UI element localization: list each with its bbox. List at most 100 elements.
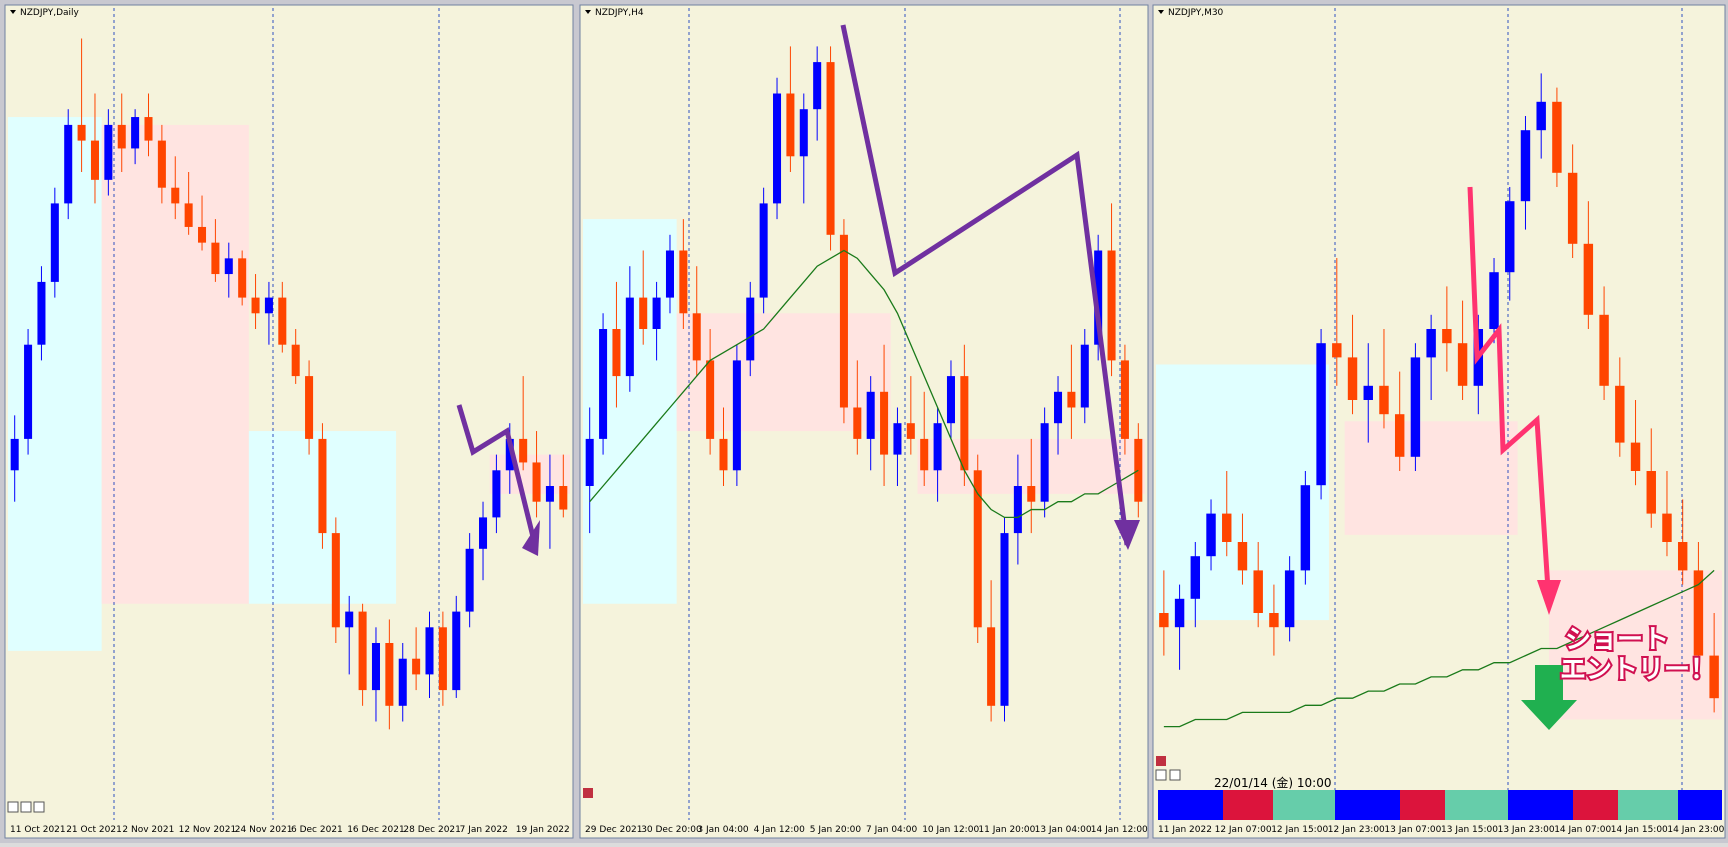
candle-body: [1284, 570, 1295, 628]
candle-body: [77, 124, 86, 141]
x-tick-label: 10 Jan 12:00: [922, 825, 979, 835]
candle-body: [1426, 329, 1436, 358]
title-marker: [1158, 10, 1164, 14]
bar-seg: [1573, 790, 1618, 820]
candle-body: [612, 329, 621, 377]
candle-body: [331, 533, 340, 628]
candle-body: [198, 226, 207, 243]
candle-body: [64, 124, 73, 204]
bar-seg: [1158, 790, 1223, 820]
candle-body: [1489, 272, 1499, 329]
candle-body: [1457, 343, 1468, 386]
title-marker: [10, 10, 16, 14]
icon[interactable]: [1155, 769, 1167, 781]
icon[interactable]: [1156, 756, 1166, 766]
candle-body: [1300, 485, 1311, 571]
candle-body: [131, 117, 140, 149]
x-tick-label: 14 Jan 15:00: [1611, 825, 1668, 835]
candle-body: [24, 344, 33, 439]
candle-body: [144, 117, 153, 141]
candle-body: [532, 462, 541, 502]
candle-body: [479, 517, 488, 549]
candle-body: [679, 250, 688, 314]
x-tick-label: 24 Nov 2021: [235, 825, 293, 835]
x-tick-label: 16 Dec 2021: [347, 825, 405, 835]
candle-body: [960, 376, 969, 471]
candle-body: [1269, 613, 1279, 628]
x-tick-label: 13 Jan 07:00: [1384, 825, 1441, 835]
candle-body: [224, 258, 233, 275]
candle-body: [1174, 598, 1185, 628]
candle-body: [1567, 172, 1578, 244]
icon[interactable]: [583, 788, 593, 798]
candle-body: [786, 93, 795, 157]
x-tick-label: 3 Jan 04:00: [697, 825, 749, 835]
candle-body: [719, 438, 728, 471]
color-bar: [1158, 790, 1722, 820]
x-tick-label: 12 Jan 15:00: [1271, 825, 1328, 835]
x-tick-label: 2 Nov 2021: [122, 825, 174, 835]
candle-body: [1080, 344, 1089, 408]
panels: [4, 4, 1726, 839]
candle-body: [305, 376, 314, 439]
candle-body: [1347, 357, 1358, 400]
arrowhead: [1114, 520, 1140, 550]
candle-body: [839, 234, 848, 408]
candle-body: [665, 250, 674, 298]
arrowhead: [1537, 580, 1561, 615]
x-tick-label: 11 Jan 20:00: [978, 825, 1035, 835]
trend-arrow: [456, 404, 538, 546]
candle-body: [639, 297, 648, 329]
chart-title: NZDJPY,H4: [595, 8, 644, 18]
candle-body: [385, 643, 394, 706]
x-tick-label: 6 Dec 2021: [291, 825, 343, 835]
candle-body: [1583, 243, 1594, 315]
icon[interactable]: [33, 801, 45, 813]
x-tick-label: 11 Jan 2022: [1158, 825, 1212, 835]
candle-body: [211, 242, 220, 275]
candle-body: [813, 62, 822, 110]
candle-body: [1067, 391, 1076, 408]
bar-seg: [1335, 790, 1400, 820]
candle-body: [545, 486, 554, 502]
bar-seg: [1618, 790, 1678, 820]
candle-body: [1253, 570, 1263, 613]
icon[interactable]: [1169, 769, 1181, 781]
zone: [1549, 570, 1722, 720]
toolbar-icons: [7, 756, 1181, 813]
candle-body: [425, 627, 434, 675]
candle-body: [920, 438, 929, 471]
moving-average: [589, 249, 1139, 519]
candle-body: [519, 438, 528, 463]
down-arrow: [1521, 665, 1577, 730]
candle-body: [345, 611, 354, 628]
bar-seg: [1445, 790, 1508, 820]
candle-body: [706, 360, 715, 439]
x-tick-label: 12 Jan 23:00: [1328, 825, 1385, 835]
bar-seg: [1508, 790, 1573, 820]
candle-body: [412, 658, 421, 675]
x-tick-label: 7 Jan 2022: [460, 825, 508, 835]
annotation-text: ショート: [1565, 625, 1669, 655]
candle-body: [599, 329, 608, 439]
candle-body: [278, 297, 287, 345]
x-tick-label: 13 Jan 04:00: [1035, 825, 1092, 835]
bar-seg: [1273, 790, 1335, 820]
icon[interactable]: [7, 801, 19, 813]
candle-body: [732, 360, 741, 471]
candle-body: [652, 297, 661, 329]
icon[interactable]: [20, 801, 32, 813]
candle-body: [1693, 570, 1704, 656]
title-marker: [585, 10, 591, 14]
candle-body: [973, 470, 982, 628]
plot: NZDJPY,Daily 11 Oct 2021 21 Oct 2021 2 Nov …: [10, 8, 1725, 835]
candle-body: [625, 297, 634, 377]
candle-body: [465, 548, 474, 612]
candle-body: [1646, 471, 1656, 514]
candle-body: [264, 297, 273, 314]
annotations: [456, 24, 1577, 730]
candle-body: [1206, 513, 1216, 557]
candle-body: [1054, 391, 1063, 424]
zone: [1344, 421, 1518, 535]
